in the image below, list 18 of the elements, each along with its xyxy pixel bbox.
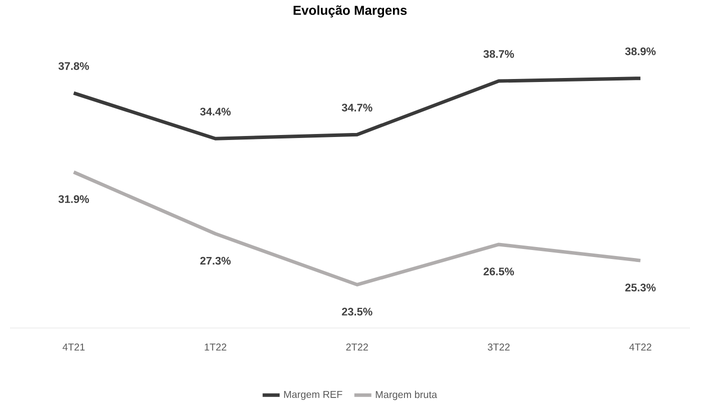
data-label: 38.9% — [625, 47, 656, 56]
data-label: 25.3% — [625, 284, 656, 292]
data-label: 34.4% — [200, 108, 231, 116]
x-tick-label: 4T21 — [62, 344, 85, 350]
data-label: 38.7% — [483, 50, 514, 58]
data-label: 26.5% — [484, 268, 514, 276]
x-tick-label: 3T22 — [488, 344, 510, 351]
x-tick-label: 2T22 — [346, 344, 368, 350]
data-label: 34.7% — [342, 104, 372, 112]
legend-label: Margem bruta — [376, 390, 438, 400]
data-label: 23.5% — [342, 308, 372, 316]
data-label: 31.9% — [58, 195, 89, 204]
data-label: 27.3% — [200, 256, 231, 265]
data-label: 37.8% — [58, 62, 89, 70]
x-tick-label: 4T22 — [629, 344, 652, 350]
chart-title: Evolução Margens — [294, 5, 407, 18]
x-tick-label: 1T22 — [204, 344, 226, 350]
legend-label: Margem REF — [284, 390, 342, 400]
